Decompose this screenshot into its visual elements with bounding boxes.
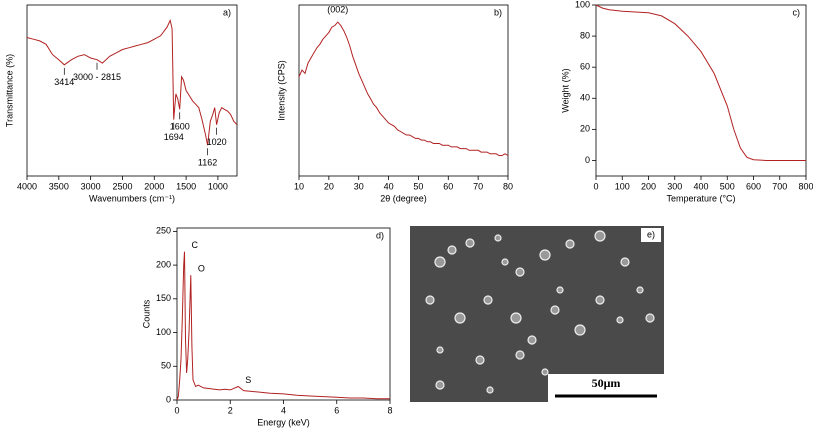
y-tick-label: 40 [580, 93, 590, 103]
x-tick-label: 100 [615, 181, 630, 191]
x-tick-label: 1500 [176, 181, 196, 191]
label-box [641, 228, 661, 242]
x-tick-label: 400 [693, 181, 708, 191]
x-tick-label: 4000 [17, 181, 37, 191]
y-tick-label: 60 [580, 62, 590, 72]
x-tick-label: 3000 [81, 181, 101, 191]
annotation: S [245, 375, 251, 385]
y-tick-label: 100 [156, 327, 171, 337]
panel-label: b) [494, 7, 502, 17]
y-axis-title: Weight (%) [560, 68, 570, 112]
x-tick-label: 2 [228, 405, 233, 415]
panel-label: e) [647, 229, 655, 239]
data-line [298, 21, 509, 156]
data-line [26, 18, 238, 146]
y-tick-label: 150 [156, 293, 171, 303]
x-tick-label: 60 [443, 181, 453, 191]
particles [425, 230, 655, 394]
data-line [595, 4, 806, 161]
x-tick-label: 20 [324, 181, 334, 191]
y-tick-label: 200 [156, 259, 171, 269]
panel-label: a) [223, 7, 231, 17]
x-axis-title: 2θ (degree) [380, 193, 427, 203]
sem-background [410, 226, 664, 402]
x-tick-label: 40 [384, 181, 394, 191]
y-tick-label: 50 [161, 361, 171, 371]
x-tick-label: 10 [294, 181, 304, 191]
plot-frame [595, 4, 807, 177]
panel-label: d) [376, 230, 384, 240]
annotation: 1020 [207, 137, 227, 147]
x-tick-label: 500 [720, 181, 735, 191]
x-tick-label: 2500 [112, 181, 132, 191]
x-tick-label: 700 [772, 181, 787, 191]
x-tick-label: 8 [387, 405, 392, 415]
annotation: 3000 - 2815 [73, 72, 121, 82]
x-tick-label: 0 [174, 405, 179, 415]
y-axis-title: Intensity (CPS) [276, 60, 286, 121]
scale-bar-label: 50μm [592, 376, 621, 390]
annotation: 1162 [198, 158, 217, 168]
x-tick-label: 300 [667, 181, 682, 191]
annotation: O [198, 264, 205, 274]
annotation: C [191, 240, 198, 250]
x-tick-label: 80 [503, 181, 513, 191]
y-tick-label: 100 [575, 0, 590, 9]
x-tick-label: 200 [641, 181, 656, 191]
x-tick-label: 1000 [208, 181, 228, 191]
x-tick-label: 800 [798, 181, 813, 191]
x-tick-label: 600 [746, 181, 761, 191]
x-tick-label: 30 [354, 181, 364, 191]
x-tick-label: 70 [473, 181, 483, 191]
annotation: 3414 [54, 77, 74, 87]
y-tick-label: 250 [156, 226, 171, 236]
y-tick-label: 0 [166, 394, 171, 404]
plot-frame [176, 227, 391, 401]
x-axis-title: Energy (keV) [257, 417, 310, 427]
y-tick-label: 20 [580, 124, 590, 134]
panel-label: c) [793, 7, 801, 17]
x-axis-title: Wavenumbers (cm⁻¹) [89, 193, 175, 203]
x-tick-label: 2000 [144, 181, 164, 191]
data-line [176, 251, 390, 401]
x-tick-label: 4 [281, 405, 286, 415]
x-axis-title: Temperature (°C) [666, 193, 735, 203]
x-tick-label: 3500 [49, 181, 69, 191]
annotation: (002) [327, 4, 348, 14]
annotation: 1600 [170, 122, 190, 132]
y-tick-label: 80 [580, 30, 590, 40]
annotation: 1694 [164, 132, 184, 142]
x-tick-label: 50 [413, 181, 423, 191]
plot-frame [26, 4, 238, 177]
x-tick-label: 0 [593, 181, 598, 191]
plot-frame [298, 4, 509, 177]
sem-image: 50μm e) [410, 226, 664, 402]
y-axis-title: Counts [141, 299, 151, 328]
y-tick-label: 0 [585, 155, 590, 165]
y-axis-title: Transmittance (%) [4, 54, 14, 127]
x-tick-label: 6 [334, 405, 339, 415]
